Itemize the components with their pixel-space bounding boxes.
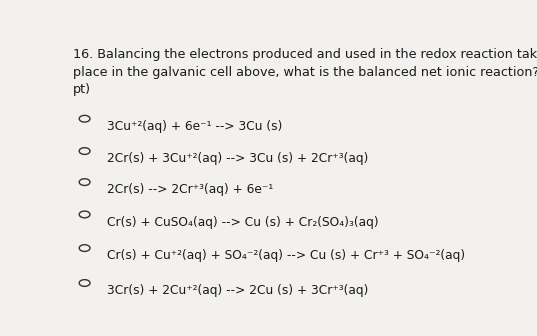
Text: 2Cr(s) + 3Cu⁺²(aq) --> 3Cu (s) + 2Cr⁺³(aq): 2Cr(s) + 3Cu⁺²(aq) --> 3Cu (s) + 2Cr⁺³(a… xyxy=(107,152,368,165)
Text: Cr(s) + CuSO₄(aq) --> Cu (s) + Cr₂(SO₄)₃(aq): Cr(s) + CuSO₄(aq) --> Cu (s) + Cr₂(SO₄)₃… xyxy=(107,216,378,229)
Text: 2Cr(s) --> 2Cr⁺³(aq) + 6e⁻¹: 2Cr(s) --> 2Cr⁺³(aq) + 6e⁻¹ xyxy=(107,183,273,197)
Text: 3Cu⁺²(aq) + 6e⁻¹ --> 3Cu (s): 3Cu⁺²(aq) + 6e⁻¹ --> 3Cu (s) xyxy=(107,120,282,133)
Text: 16. Balancing the electrons produced and used in the redox reaction taking
place: 16. Balancing the electrons produced and… xyxy=(74,48,537,96)
Text: Cr(s) + Cu⁺²(aq) + SO₄⁻²(aq) --> Cu (s) + Cr⁺³ + SO₄⁻²(aq): Cr(s) + Cu⁺²(aq) + SO₄⁻²(aq) --> Cu (s) … xyxy=(107,249,465,262)
Text: 3Cr(s) + 2Cu⁺²(aq) --> 2Cu (s) + 3Cr⁺³(aq): 3Cr(s) + 2Cu⁺²(aq) --> 2Cu (s) + 3Cr⁺³(a… xyxy=(107,284,368,297)
